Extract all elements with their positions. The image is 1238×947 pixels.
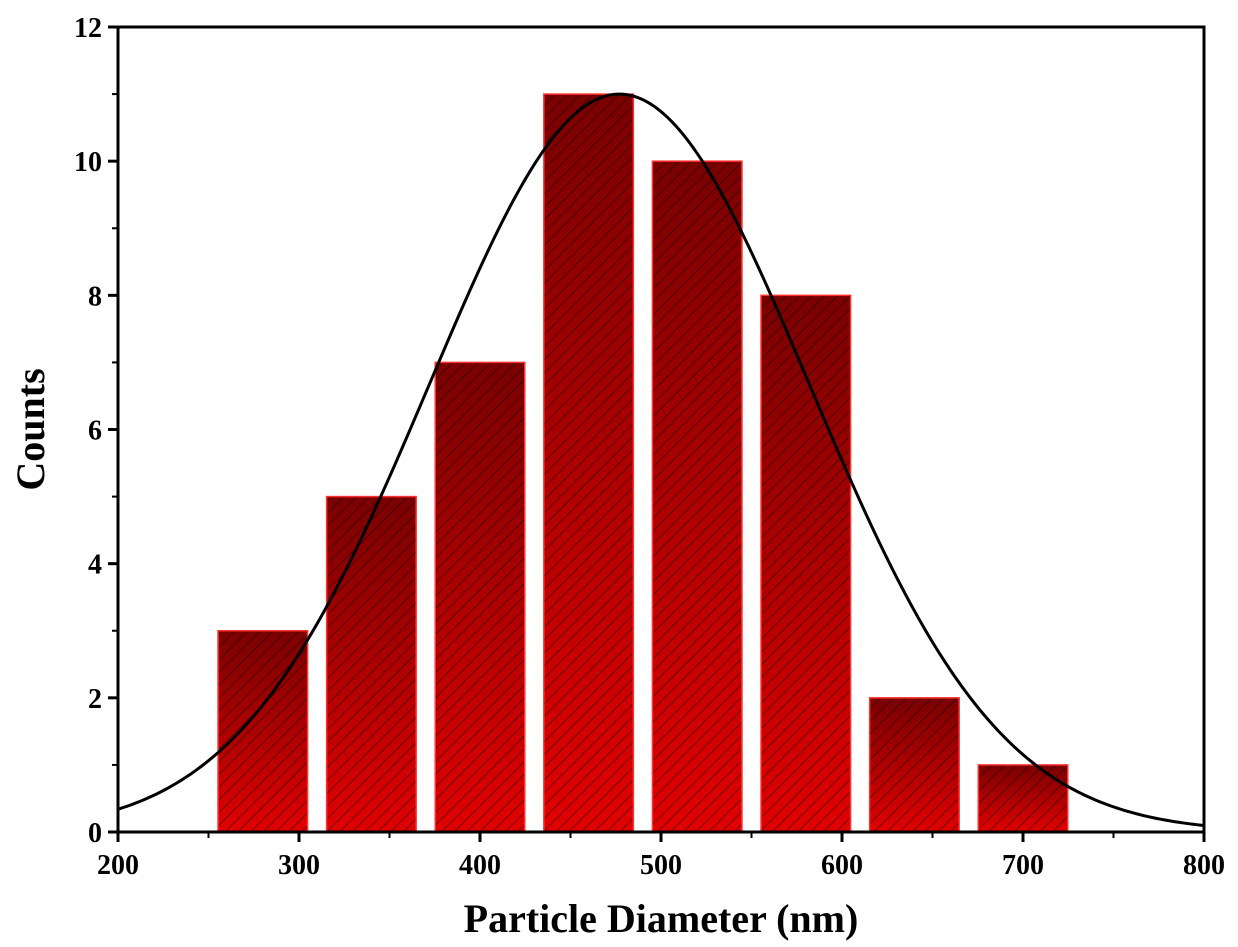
x-tick-label-400: 400 <box>459 850 501 881</box>
gaussian-fit-curve <box>117 92 1205 827</box>
y-tick-label-6: 6 <box>88 416 102 447</box>
y-tick-label-2: 2 <box>88 684 102 715</box>
y-tick-label-0: 0 <box>88 818 102 849</box>
fit-curve-layer <box>117 92 1205 827</box>
x-tick-label-500: 500 <box>640 850 682 881</box>
y-axis-title: Counts <box>8 368 53 490</box>
bar-460 <box>543 93 635 833</box>
bar-580 <box>760 294 852 833</box>
y-tick-label-4: 4 <box>88 550 102 581</box>
x-tick-label-200: 200 <box>97 850 139 881</box>
bars-layer <box>217 93 1069 833</box>
y-tick-label-10: 10 <box>74 147 102 178</box>
bar-340 <box>325 495 417 833</box>
y-tick-label-12: 12 <box>74 13 102 44</box>
x-tick-label-800: 800 <box>1183 850 1225 881</box>
x-axis-ticks: 200 300 400 500 600 700 800 <box>97 832 1225 881</box>
y-tick-label-8: 8 <box>88 281 102 312</box>
x-tick-label-300: 300 <box>278 850 320 881</box>
x-tick-label-600: 600 <box>821 850 863 881</box>
bar-400 <box>434 361 526 833</box>
bar-520 <box>651 160 743 833</box>
x-axis-title: Particle Diameter (nm) <box>464 896 859 941</box>
bar-640 <box>868 697 960 833</box>
x-tick-label-700: 700 <box>1002 850 1044 881</box>
bar-700 <box>977 764 1069 833</box>
y-axis-ticks: 0 2 4 6 8 10 12 <box>74 13 118 849</box>
